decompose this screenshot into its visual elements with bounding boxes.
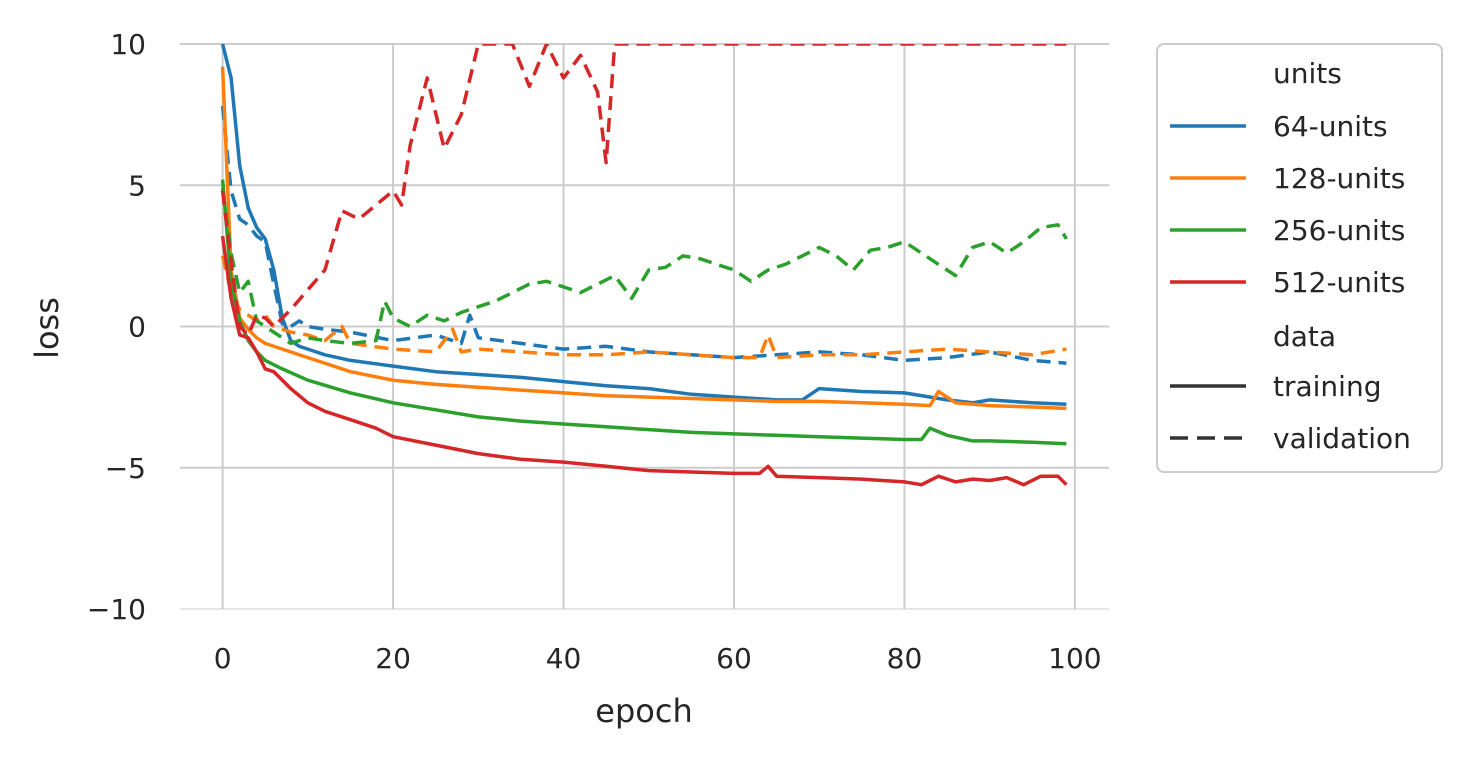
y-tick-label: 5 (128, 169, 146, 202)
series-lines (220, 44, 1068, 487)
series-line-512-units-validation (220, 44, 1067, 337)
legend-label-512-units: 512-units (1273, 266, 1405, 299)
legend-hue-title: units (1273, 57, 1342, 90)
series-line-256-units-training (220, 179, 1067, 446)
y-tick-label: 0 (128, 311, 146, 344)
x-tick-label: 0 (214, 642, 232, 675)
legend-label-validation: validation (1273, 422, 1411, 455)
axes: 0 20 40 60 80 100 10 5 0 −5 −10 (87, 28, 1102, 675)
legend-frame (1156, 43, 1443, 473)
x-tick-label: 80 (887, 642, 923, 675)
y-tick-label: −5 (105, 452, 146, 485)
series-line-512-units-training (220, 235, 1068, 487)
legend-label-64-units: 64-units (1273, 110, 1388, 143)
series-line-128-units-validation (220, 255, 1067, 360)
axis-labels: epoch loss (28, 297, 693, 730)
legend: units 64-units 128-units 256-units 512-u… (1156, 43, 1443, 473)
x-axis-label: epoch (595, 692, 692, 730)
x-tick-label: 100 (1048, 642, 1101, 675)
x-tick-label: 60 (716, 642, 752, 675)
x-tick-label: 20 (375, 642, 411, 675)
series-line-256-units-validation (220, 187, 1068, 346)
series-line-64-units-training (220, 44, 1067, 406)
series-line-128-units-training (220, 66, 1067, 411)
grid-lines (180, 43, 1109, 610)
legend-label-128-units: 128-units (1273, 162, 1405, 195)
y-tick-label: 10 (110, 28, 146, 61)
y-axis-label: loss (28, 297, 66, 359)
x-tick-label: 40 (546, 642, 582, 675)
y-tick-label: −10 (87, 593, 146, 626)
series-line-64-units-validation (220, 105, 1067, 365)
legend-label-256-units: 256-units (1273, 214, 1405, 247)
legend-label-training: training (1273, 370, 1381, 403)
legend-style-title: data (1273, 320, 1336, 353)
